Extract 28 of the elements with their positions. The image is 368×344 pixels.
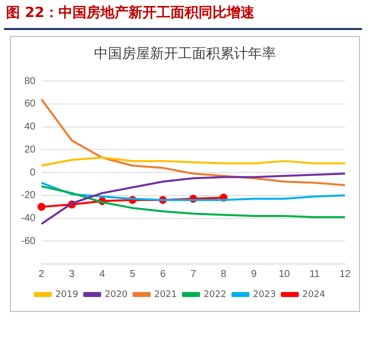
- x-tick-label: 5: [130, 268, 136, 280]
- x-tick-label: 9: [251, 268, 258, 280]
- chart-subtitle: 中国房屋新开工面积累计年率: [93, 45, 277, 63]
- x-tick-label: 2: [38, 268, 45, 280]
- y-tick-label: 0: [30, 167, 36, 178]
- x-tick-label: 10: [278, 268, 290, 280]
- x-tick-label: 4: [99, 268, 106, 280]
- point: [37, 202, 46, 211]
- y-tick-label: -60: [21, 236, 36, 247]
- y-tick-label: -40: [21, 213, 36, 224]
- y-tick-label: 60: [24, 98, 36, 110]
- legend-label: 2023: [252, 290, 276, 300]
- x-tick-label: 8: [220, 268, 227, 280]
- x-tick-label: 3: [69, 268, 76, 280]
- legend-label: 2024: [302, 290, 326, 300]
- y-tick-label: 20: [24, 144, 36, 156]
- legend-label: 2019: [55, 290, 78, 300]
- x-tick-label: 7: [190, 268, 196, 280]
- x-tick-label: 6: [160, 268, 166, 280]
- legend-label: 2020: [104, 290, 128, 300]
- x-tick-label: 12: [339, 268, 351, 280]
- y-tick-label: 40: [24, 122, 36, 132]
- chart-title: 图 22：中国房地产新开工面积同比增速: [6, 4, 254, 22]
- y-tick-label: 80: [24, 76, 36, 87]
- y-tick-label: -20: [21, 190, 36, 202]
- legend-label: 2022: [204, 290, 226, 300]
- x-tick-label: 11: [309, 268, 320, 280]
- legend-label: 2021: [154, 290, 177, 300]
